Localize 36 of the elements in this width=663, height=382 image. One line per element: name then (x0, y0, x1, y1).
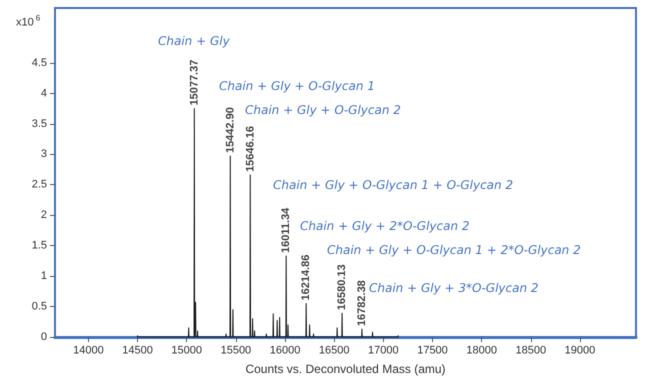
y-tick-label: 1 (40, 270, 47, 282)
x-tick-label: 18000 (466, 344, 497, 356)
annotation: 16214.86 (300, 254, 312, 300)
annotation: 15442.90 (224, 107, 236, 154)
x-tick-label: 15000 (171, 344, 202, 356)
y-tick-label: 0 (40, 331, 47, 343)
x-tick-label: 19000 (564, 344, 596, 356)
annotation: Chain + Gly + O-Glycan 1 + O-Glycan 2 (273, 178, 514, 192)
x-tick-label: 14500 (122, 344, 153, 356)
annotation: Chain + Gly + 3*O-Glycan 2 (369, 281, 539, 295)
annotation: 16782.38 (356, 280, 368, 326)
annotation: Chain + Gly + O-Glycan 2 (245, 103, 401, 117)
y-tick-label: 1.5 (32, 240, 47, 252)
annotation: 16580.13 (336, 264, 348, 310)
annotation: 15077.37 (188, 60, 200, 106)
x-axis-title: Counts vs. Deconvoluted Mass (amu) (245, 362, 446, 376)
y-tick-label: 3 (40, 148, 47, 160)
annotation: Chain + Gly + 2*O-Glycan 2 (300, 219, 470, 233)
annotation: 16011.34 (280, 206, 292, 253)
y-tick-label: 4.5 (32, 56, 47, 69)
x-tick-label: 17000 (368, 344, 399, 356)
x-tick-label: 18500 (516, 344, 546, 356)
y-tick-label: 4 (40, 87, 47, 100)
x-tick-label: 16500 (318, 344, 350, 356)
x-tick-label: 15500 (220, 344, 252, 356)
annotation: 15646.16 (244, 126, 256, 172)
y-tick-label: 2.5 (32, 178, 47, 191)
annotation: Chain + Gly (158, 34, 231, 48)
y-tick-label: 3.5 (32, 118, 47, 130)
y-tick-label: 0.5 (32, 300, 47, 313)
x-tick-label: 17500 (417, 344, 448, 356)
x-tick-label: 14000 (73, 344, 104, 356)
annotation: Chain + Gly + O-Glycan 1 (219, 79, 375, 93)
annotation: Chain + Gly + O-Glycan 1 + 2*O-Glycan 2 (327, 243, 581, 257)
x-tick-label: 16000 (270, 344, 300, 356)
y-tick-label: 2 (40, 209, 47, 222)
